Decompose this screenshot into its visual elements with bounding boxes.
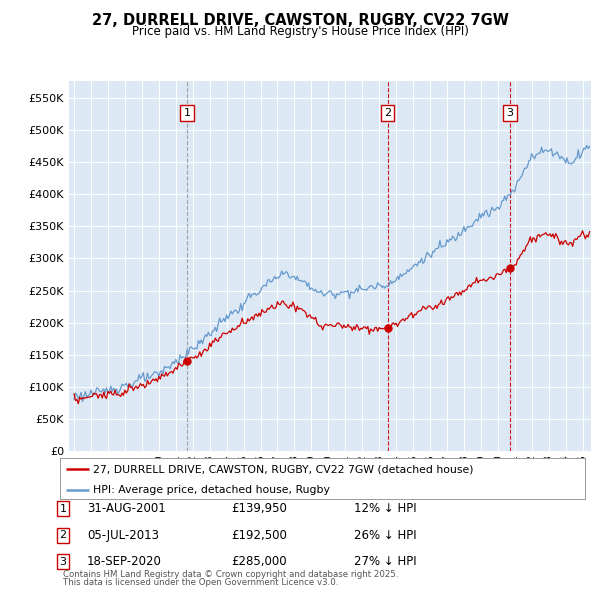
Text: 3: 3 [59,557,67,566]
Text: £139,950: £139,950 [231,502,287,515]
Text: £285,000: £285,000 [231,555,287,568]
Text: 31-AUG-2001: 31-AUG-2001 [87,502,166,515]
Text: 2: 2 [59,530,67,540]
Text: £192,500: £192,500 [231,529,287,542]
Text: Price paid vs. HM Land Registry's House Price Index (HPI): Price paid vs. HM Land Registry's House … [131,25,469,38]
Text: 26% ↓ HPI: 26% ↓ HPI [354,529,416,542]
Text: 2: 2 [384,108,391,118]
Text: 3: 3 [506,108,514,118]
Text: 12% ↓ HPI: 12% ↓ HPI [354,502,416,515]
Text: 1: 1 [184,108,190,118]
Text: Contains HM Land Registry data © Crown copyright and database right 2025.: Contains HM Land Registry data © Crown c… [63,571,398,579]
Text: 05-JUL-2013: 05-JUL-2013 [87,529,159,542]
Text: This data is licensed under the Open Government Licence v3.0.: This data is licensed under the Open Gov… [63,578,338,587]
Text: 1: 1 [59,504,67,513]
Text: 27, DURRELL DRIVE, CAWSTON, RUGBY, CV22 7GW (detached house): 27, DURRELL DRIVE, CAWSTON, RUGBY, CV22 … [93,464,473,474]
Text: 27, DURRELL DRIVE, CAWSTON, RUGBY, CV22 7GW: 27, DURRELL DRIVE, CAWSTON, RUGBY, CV22 … [92,13,508,28]
Text: 18-SEP-2020: 18-SEP-2020 [87,555,162,568]
Text: 27% ↓ HPI: 27% ↓ HPI [354,555,416,568]
Text: HPI: Average price, detached house, Rugby: HPI: Average price, detached house, Rugb… [93,485,330,495]
